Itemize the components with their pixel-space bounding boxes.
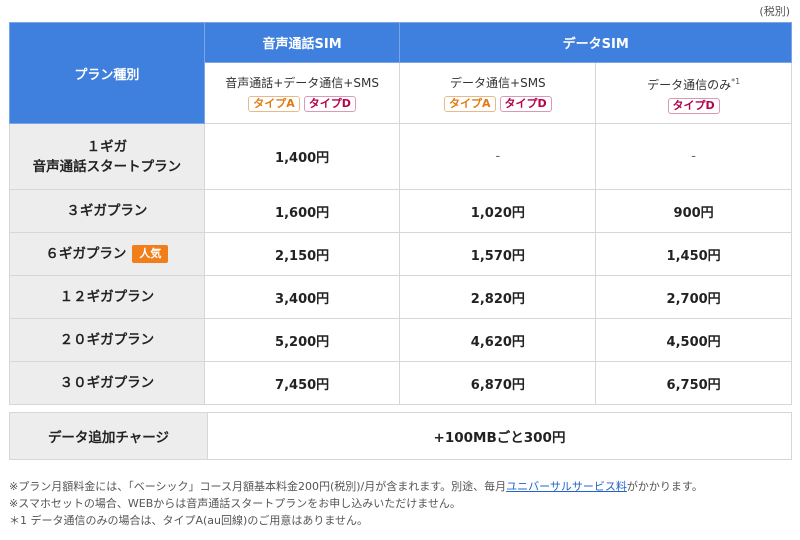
table-row: ２０ギガプラン 5,200円 4,620円 4,500円 [9, 318, 792, 362]
table-row: １ギガ 音声通話スタートプラン 1,400円 - - [9, 123, 792, 190]
type-a-tag: タイプA [248, 96, 300, 112]
voice-sim-header: 音声通話SIM [203, 22, 401, 63]
type-d-tag: タイプD [667, 97, 720, 114]
price-data-sms: 1,570円 [399, 232, 597, 276]
price-data-only: 4,500円 [595, 318, 792, 362]
data-charge-table: データ追加チャージ +100MBごと300円 [9, 412, 792, 460]
price-voice: 7,450円 [203, 361, 401, 405]
plan-type-header: プラン種別 [9, 22, 205, 124]
plan-name-1gb: １ギガ 音声通話スタートプラン [9, 123, 205, 190]
universal-service-fee-link[interactable]: ユニバーサルサービス料 [506, 480, 627, 493]
price-voice: 3,400円 [203, 275, 401, 319]
plan-name-20gb: ２０ギガプラン [9, 318, 205, 362]
price-data-only: 6,750円 [595, 361, 792, 405]
price-data-sms: 4,620円 [399, 318, 597, 362]
table-row: ３０ギガプラン 7,450円 6,870円 6,750円 [9, 361, 792, 405]
plan-name-line1: １ギガ [86, 138, 128, 155]
tax-note: (税別) [759, 5, 790, 18]
plan-name-label: ６ギガプラン [45, 246, 127, 262]
header-row-top: プラン種別 音声通話SIM データSIM [9, 22, 792, 124]
footnotes: ※プラン月額料金には、「ベーシック」コース月額基本料金200円(税別)/月が含ま… [9, 478, 703, 529]
plan-name-6gb: ６ギガプラン 人気 [9, 232, 205, 276]
footnote-1-text: ※プラン月額料金には、「ベーシック」コース月額基本料金200円(税別)/月が含ま… [9, 480, 507, 493]
data-charge-label: データ追加チャージ [9, 412, 208, 460]
data-sim-header: データSIM [399, 22, 792, 63]
price-voice: 1,600円 [203, 189, 401, 233]
data-only-header: データ通信のみ*1 タイプD [595, 62, 792, 124]
price-data-sms: 2,820円 [399, 275, 597, 319]
price-voice: 1,400円 [203, 123, 401, 190]
price-data-only: 900円 [595, 189, 792, 233]
col-label-data-only: データ通信のみ [647, 77, 732, 92]
plan-name-line2: 音声通話スタートプラン [32, 158, 182, 175]
table-row: ３ギガプラン 1,600円 1,020円 900円 [9, 189, 792, 233]
type-d-tag: タイプD [499, 96, 552, 112]
plan-name-12gb: １２ギガプラン [9, 275, 205, 319]
voice-data-sms-header: 音声通話+データ通信+SMS タイプA タイプD [203, 62, 401, 124]
price-data-only: - [595, 123, 792, 190]
price-data-only: 2,700円 [595, 275, 792, 319]
footnote-1-tail: がかかります。 [626, 480, 703, 493]
table-row: １２ギガプラン 3,400円 2,820円 2,700円 [9, 275, 792, 319]
footnote-2: ※スマホセットの場合、WEBからは音声通話スタートプランをお申し込みいただけませ… [9, 497, 461, 510]
price-voice: 5,200円 [203, 318, 401, 362]
data-sms-header: データ通信+SMS タイプA タイプD [399, 62, 597, 124]
col-label-data-sms: データ通信+SMS [450, 76, 546, 90]
type-d-tag: タイプD [303, 96, 356, 112]
price-voice: 2,150円 [203, 232, 401, 276]
popular-badge: 人気 [132, 245, 169, 263]
col-label-voice-data-sms: 音声通話+データ通信+SMS [225, 76, 379, 90]
price-data-only: 1,450円 [595, 232, 792, 276]
price-data-sms: 6,870円 [399, 361, 597, 405]
table-row: ６ギガプラン 人気 2,150円 1,570円 1,450円 [9, 232, 792, 276]
footnote-3: ＊1 データ通信のみの場合は、タイプA(au回線)のご用意はありません。 [9, 514, 368, 527]
data-charge-value: +100MBごと300円 [207, 412, 792, 460]
type-a-tag: タイプA [444, 96, 496, 112]
footnote-marker: *1 [731, 76, 741, 86]
header-row-sub: 音声通話+データ通信+SMS タイプA タイプD データ通信+SMS タイプA タイ… [10, 62, 792, 124]
plan-name-30gb: ３０ギガプラン [9, 361, 205, 405]
plan-price-table: プラン種別 音声通話SIM データSIM 音声通話+データ通信+SMS タイプA… [9, 22, 792, 405]
plan-name-3gb: ３ギガプラン [9, 189, 205, 233]
footnote-1: ※プラン月額料金には、「ベーシック」コース月額基本料金200円(税別)/月が含ま… [9, 478, 703, 495]
price-data-sms: - [399, 123, 597, 190]
price-data-sms: 1,020円 [399, 189, 597, 233]
